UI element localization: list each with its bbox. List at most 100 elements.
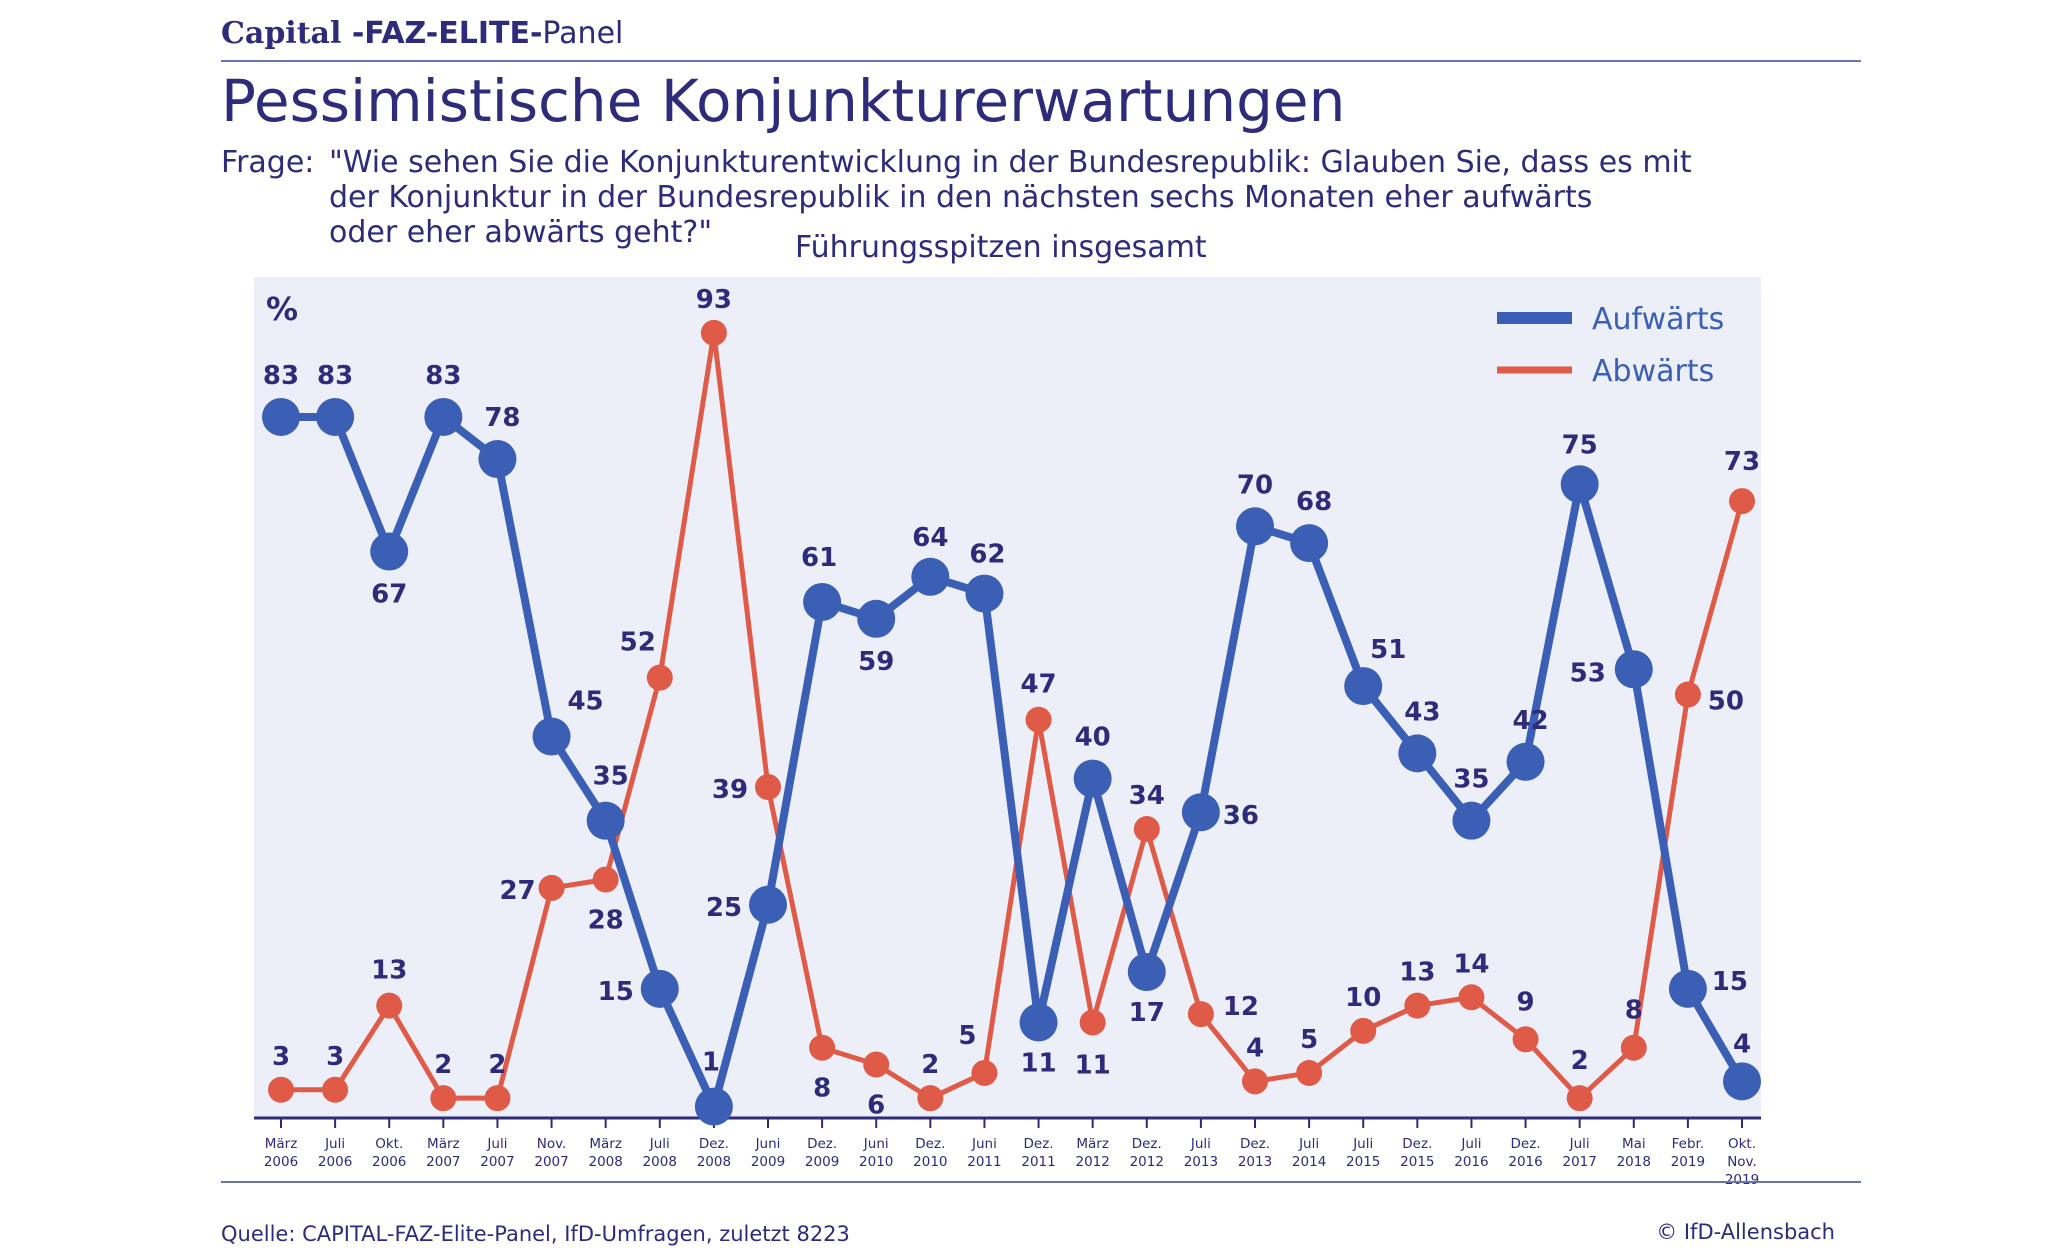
data-point <box>538 874 565 901</box>
data-label: 68 <box>1296 487 1332 517</box>
source-note: Quelle: CAPITAL-FAZ-Elite-Panel, IfD-Umf… <box>221 1222 850 1246</box>
data-label: 10 <box>1345 983 1381 1013</box>
x-tick-label: Juli <box>1569 1136 1590 1152</box>
footer-divider <box>221 1181 1861 1183</box>
data-point <box>646 664 673 691</box>
x-tick-label: 2010 <box>913 1154 947 1170</box>
header-divider <box>221 60 1861 62</box>
question-label: Frage: <box>221 145 315 180</box>
data-label: 64 <box>912 523 948 553</box>
x-tick-label: Febr. <box>1672 1136 1705 1152</box>
chart-title: Pessimistische Konjunkturerwartungen <box>221 67 1346 135</box>
x-tick-label: 2018 <box>1617 1154 1651 1170</box>
x-tick-label: 2014 <box>1292 1154 1326 1170</box>
data-label: 6 <box>867 1091 885 1121</box>
data-label: 73 <box>1724 447 1760 477</box>
data-point <box>640 969 679 1008</box>
data-label: 51 <box>1370 635 1406 665</box>
data-point <box>1079 1009 1106 1036</box>
x-tick-label: Dez. <box>699 1136 729 1152</box>
data-label: 34 <box>1129 781 1165 811</box>
data-label: 93 <box>696 285 732 315</box>
data-point <box>1729 488 1755 515</box>
data-label: 9 <box>1517 987 1535 1017</box>
data-label: 36 <box>1223 801 1259 831</box>
x-tick-label: 2013 <box>1238 1154 1272 1170</box>
data-label: 27 <box>499 876 535 906</box>
x-tick-label: Juli <box>486 1136 507 1152</box>
data-label: 13 <box>1399 958 1435 988</box>
data-point <box>1242 1068 1268 1095</box>
data-point <box>268 1076 294 1103</box>
data-point <box>592 866 619 893</box>
x-tick-label: Dez. <box>1511 1136 1541 1152</box>
x-tick-label: März <box>427 1136 460 1152</box>
data-point <box>1290 524 1329 563</box>
x-tick-label: Juli <box>1352 1136 1373 1152</box>
x-tick-label: Dez. <box>915 1136 945 1152</box>
legend-label: Aufwärts <box>1592 302 1724 337</box>
data-label: 13 <box>371 956 407 986</box>
data-label: 15 <box>598 977 634 1007</box>
x-tick-label: 2006 <box>318 1154 352 1170</box>
data-label: 3 <box>326 1042 344 1072</box>
x-tick-label: 2006 <box>264 1154 298 1170</box>
legend: Aufwärts Abwärts <box>1497 302 1724 389</box>
data-label: 83 <box>425 361 461 391</box>
data-point <box>911 557 950 596</box>
data-label: 12 <box>1223 992 1259 1022</box>
x-tick-label: Juli <box>1298 1136 1319 1152</box>
copyright-note: © IfD-Allensbach <box>1656 1220 1835 1244</box>
data-point <box>1019 1003 1058 1042</box>
x-tick-label: Dez. <box>1402 1136 1432 1152</box>
data-label: 47 <box>1020 670 1056 700</box>
data-label: 4 <box>1733 1029 1751 1059</box>
data-point <box>478 440 517 479</box>
legend-label: Abwärts <box>1592 354 1714 389</box>
data-point <box>1723 1062 1761 1101</box>
x-tick-label: 2013 <box>1184 1154 1218 1170</box>
x-tick-label: Mai <box>1622 1136 1646 1152</box>
brand-capital: Capital <box>221 16 342 51</box>
series-line <box>277 412 1746 1111</box>
data-point <box>1181 793 1220 832</box>
legend-swatch <box>1497 366 1572 374</box>
data-point <box>316 397 355 436</box>
data-point <box>1187 1001 1214 1028</box>
x-tick-label: 2007 <box>534 1154 568 1170</box>
data-point <box>370 532 409 571</box>
data-label: 40 <box>1075 723 1111 753</box>
data-label: 59 <box>858 647 894 677</box>
x-tick-label: 2006 <box>372 1154 406 1170</box>
data-point <box>430 1085 457 1112</box>
x-tick-label: Juli <box>649 1136 670 1152</box>
data-point <box>863 1051 890 1078</box>
data-label: 28 <box>588 906 624 936</box>
data-label: 1 <box>702 1048 720 1078</box>
x-tick-label: 2010 <box>859 1154 893 1170</box>
data-label: 61 <box>801 543 837 573</box>
data-point <box>1073 759 1112 798</box>
series-aufwaerts <box>262 397 1761 1126</box>
x-tick-label: Nov. <box>1727 1154 1757 1170</box>
data-label: 2 <box>488 1050 506 1080</box>
x-tick-label: 2016 <box>1508 1154 1542 1170</box>
x-tick-label: März <box>1076 1136 1109 1152</box>
data-label: 4 <box>1246 1033 1264 1063</box>
data-point <box>965 574 1004 613</box>
brand-line: Capital -FAZ-ELITE-Panel <box>221 14 623 54</box>
data-label: 5 <box>1300 1025 1318 1055</box>
brand-panel: Panel <box>542 16 624 51</box>
x-tick-label: Dez. <box>1132 1136 1162 1152</box>
x-tick-label: 2011 <box>1021 1154 1055 1170</box>
data-label: 83 <box>263 361 299 391</box>
data-label: 3 <box>272 1042 290 1072</box>
x-tick-label: 2008 <box>588 1154 622 1170</box>
data-point <box>755 774 781 801</box>
data-point <box>749 885 787 924</box>
x-tick-label: März <box>265 1136 298 1152</box>
data-label: 35 <box>593 762 629 792</box>
data-label: 42 <box>1512 706 1548 736</box>
x-tick-label: 2012 <box>1075 1154 1109 1170</box>
data-point <box>424 397 463 436</box>
